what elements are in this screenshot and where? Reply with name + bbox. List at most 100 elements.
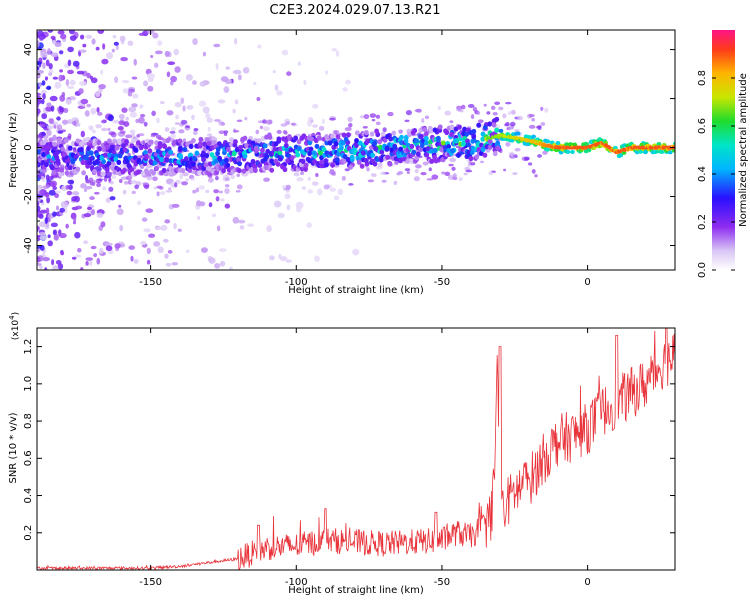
- spectrogram-cell: [410, 130, 416, 136]
- spectrogram-cell: [276, 136, 282, 142]
- spectrogram-cell: [224, 203, 231, 209]
- spectrogram-cell: [169, 130, 176, 134]
- spectrogram-cell: [667, 150, 673, 155]
- spectrogram-cell: [148, 233, 156, 238]
- spectrogram-cell: [466, 142, 472, 148]
- colorbar-label: Normalized spectral amplitude: [738, 73, 749, 227]
- spectrogram-cell: [97, 146, 103, 152]
- spectrogram-cell: [143, 80, 149, 87]
- spectrogram-cell: [285, 184, 291, 190]
- spectrogram-cell: [51, 170, 57, 176]
- spectrogram-cell: [509, 138, 515, 143]
- spectrogram-cell: [37, 66, 40, 71]
- spectrogram-cell: [171, 203, 180, 208]
- spectrogram-cell: [259, 125, 264, 130]
- spectrogram-cell: [96, 212, 104, 218]
- spectrogram-cell: [46, 129, 52, 137]
- spectrogram-cell: [276, 90, 283, 96]
- spectrogram-cell: [122, 189, 127, 195]
- spectrogram-cell: [423, 130, 429, 137]
- spectrogram-cell: [348, 122, 353, 128]
- spectrogram-cell: [509, 121, 516, 127]
- spectrogram-cell: [293, 135, 299, 141]
- spectrogram-cell: [249, 168, 255, 174]
- spectrogram-cell: [40, 89, 47, 95]
- spectrogram-cell: [81, 103, 86, 107]
- spectrogram-cell: [323, 184, 330, 190]
- spectrogram-cell: [41, 113, 48, 120]
- y-tick-label: 20: [23, 92, 34, 105]
- spectrogram-cell: [71, 256, 77, 260]
- spectrogram-cell: [82, 43, 87, 48]
- spectrogram-cell: [363, 113, 370, 120]
- spectrogram-cell: [111, 174, 117, 179]
- spectrogram-cell: [58, 50, 64, 55]
- spectrogram-cell: [423, 140, 429, 146]
- spectrogram-cell: [241, 168, 247, 174]
- spectrogram-cell: [131, 190, 136, 195]
- spectrogram-cell: [263, 177, 270, 182]
- spectrogram-cell: [112, 35, 117, 39]
- spectrogram-cell: [145, 208, 154, 213]
- spectrogram-cell: [88, 125, 94, 131]
- spectrogram-cell: [206, 133, 213, 137]
- spectrogram-cell: [143, 149, 148, 156]
- spectrogram-cell: [174, 182, 178, 188]
- spectrogram-cell: [135, 140, 141, 146]
- spectrogram-cell: [208, 202, 213, 208]
- spectrogram-cell: [153, 186, 158, 190]
- spectrogram-cell: [333, 141, 339, 147]
- spectrogram-cell: [269, 255, 275, 261]
- spectrogram-cell: [236, 167, 242, 174]
- spectrogram-cell: [656, 141, 662, 146]
- spectrogram-cell: [228, 266, 234, 270]
- spectrogram-cell: [435, 135, 441, 141]
- spectrogram-cell: [482, 152, 488, 158]
- x-tick-label: -100: [285, 577, 308, 588]
- spectrogram-cell: [422, 161, 429, 166]
- spectrogram-cell: [414, 168, 419, 174]
- spectrogram-cell: [48, 62, 53, 70]
- spectrogram-cell: [418, 133, 424, 140]
- spectrogram-cell: [223, 86, 230, 94]
- spectrogram-cell: [275, 161, 281, 167]
- spectrogram-cell: [354, 130, 360, 136]
- spectrogram-cell: [407, 131, 412, 138]
- spectrogram-cell: [200, 247, 208, 253]
- spectrogram-cell: [528, 124, 536, 129]
- spectrogram-cell: [102, 43, 106, 50]
- spectrogram-cell: [164, 219, 171, 224]
- spectrogram-cell: [41, 131, 46, 137]
- snr-line-layer: [37, 328, 675, 570]
- spectrogram-cell: [185, 249, 190, 253]
- spectrogram-cell: [385, 154, 391, 160]
- spectrogram-cell: [129, 129, 136, 134]
- spectrogram-cell: [457, 124, 462, 130]
- spectrogram-cell: [443, 128, 448, 134]
- spectrogram-cell: [37, 256, 41, 263]
- spectrogram-cell: [191, 161, 196, 167]
- spectrogram-cell: [118, 178, 123, 183]
- spectrogram-cell: [192, 189, 197, 194]
- spectrogram-cell: [68, 30, 75, 35]
- spectrogram-cell: [44, 267, 48, 270]
- spectrogram-cell: [335, 134, 341, 140]
- spectrogram-cell: [194, 150, 200, 156]
- spectrogram-cell: [190, 177, 196, 181]
- spectrogram-cell: [178, 153, 183, 159]
- spectrogram-cell: [342, 153, 348, 160]
- spectrogram-cell: [237, 219, 246, 224]
- snr-series-line: [37, 328, 675, 570]
- spectrogram-cell: [236, 184, 243, 190]
- spectrogram-cell: [354, 142, 359, 149]
- spectrogram-cell: [134, 184, 139, 190]
- colorbar: [712, 30, 735, 270]
- spectrogram-cell: [164, 127, 170, 132]
- spectrogram-cell: [409, 143, 415, 149]
- spectrogram-cell: [104, 144, 110, 150]
- spectrogram-cell: [118, 204, 122, 208]
- spectrogram-cell: [257, 44, 262, 49]
- spectrogram-cell: [75, 205, 83, 210]
- spectrogram-cell: [96, 182, 102, 188]
- spectrogram-cell: [50, 105, 55, 112]
